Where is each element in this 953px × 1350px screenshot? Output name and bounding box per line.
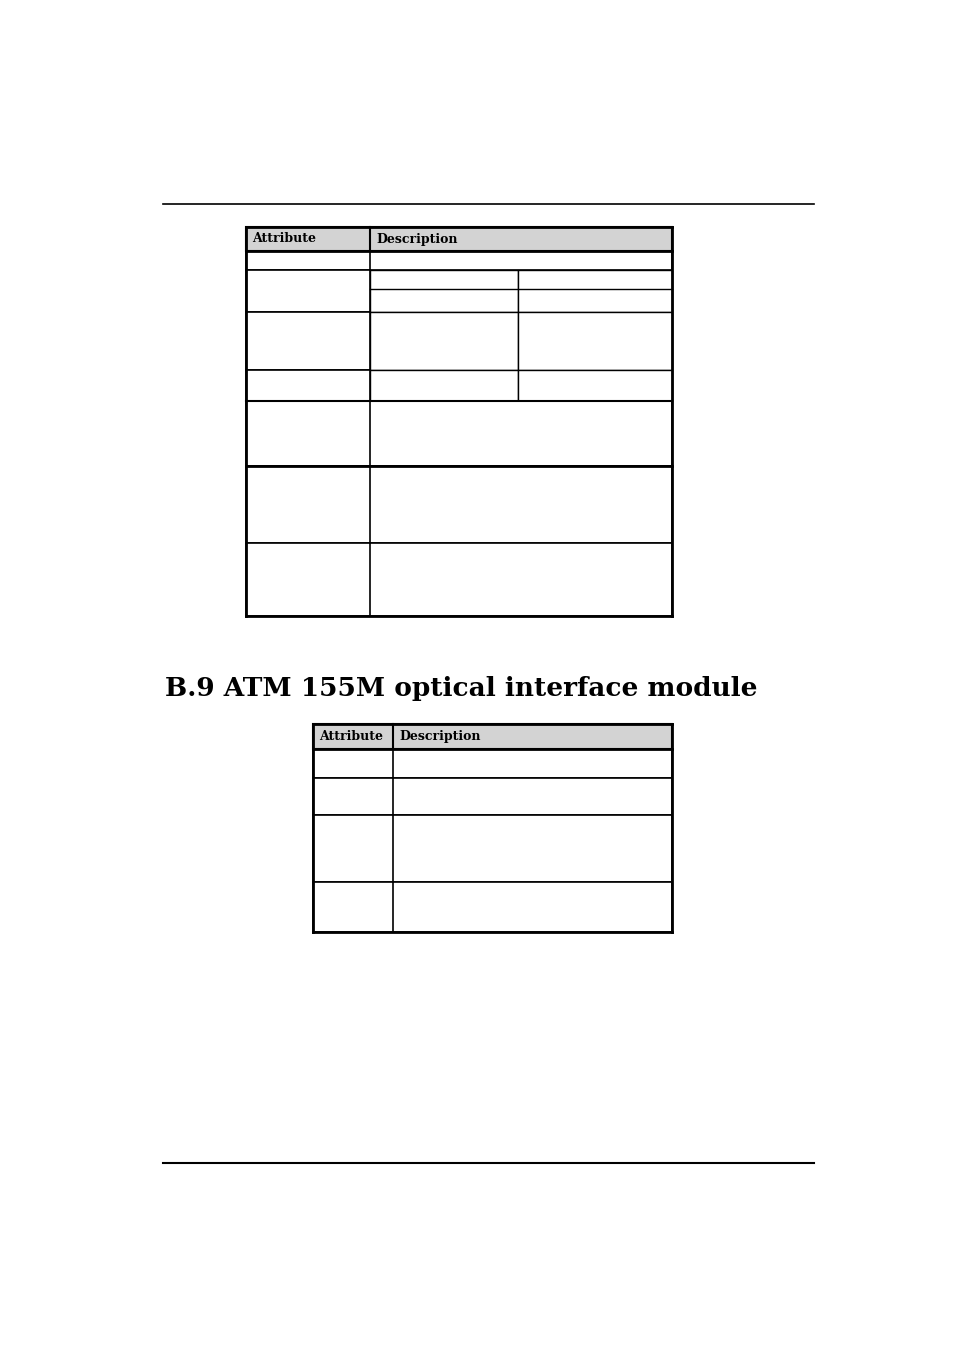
Bar <box>517 312 671 370</box>
Bar <box>313 815 671 882</box>
Bar <box>517 270 671 312</box>
Bar <box>370 312 517 370</box>
Bar <box>370 270 517 312</box>
Bar <box>245 251 671 270</box>
Bar <box>313 724 671 749</box>
Bar <box>245 466 671 543</box>
Bar <box>245 270 370 312</box>
Bar <box>245 401 671 466</box>
Bar <box>245 227 671 251</box>
Text: Description: Description <box>376 232 457 246</box>
Bar <box>517 370 671 401</box>
Text: Description: Description <box>398 730 480 742</box>
Bar <box>313 749 671 778</box>
Bar <box>245 312 370 370</box>
Bar <box>313 778 671 815</box>
Text: Attribute: Attribute <box>252 232 315 246</box>
Bar <box>245 370 370 401</box>
Bar <box>245 543 671 617</box>
Bar <box>313 882 671 932</box>
Text: B.9 ATM 155M optical interface module: B.9 ATM 155M optical interface module <box>165 676 757 702</box>
Bar <box>370 370 517 401</box>
Text: Attribute: Attribute <box>319 730 383 742</box>
